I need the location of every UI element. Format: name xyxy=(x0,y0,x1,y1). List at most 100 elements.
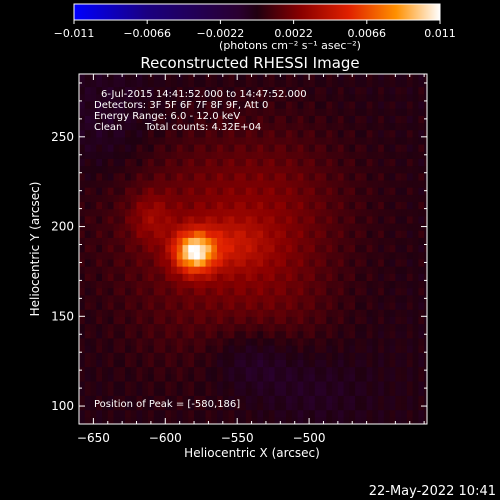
heatmap-cell xyxy=(90,201,97,210)
heatmap-cell xyxy=(389,194,396,203)
heatmap-cell xyxy=(332,187,339,195)
heatmap-cell xyxy=(401,294,408,303)
heatmap-cell xyxy=(297,301,304,310)
heatmap-cell xyxy=(280,301,287,310)
heatmap-cell xyxy=(424,273,427,282)
heatmap-cell xyxy=(217,416,224,424)
heatmap-cell xyxy=(355,395,362,404)
heatmap-cell xyxy=(360,388,368,396)
heatmap-cell xyxy=(320,215,327,224)
heatmap-cell xyxy=(268,273,276,282)
heatmap-cell xyxy=(268,122,276,131)
heatmap-cell xyxy=(165,366,172,375)
heatmap-cell xyxy=(148,251,155,260)
heatmap-cell xyxy=(297,222,304,231)
heatmap-cell xyxy=(222,266,230,274)
heatmap-cell xyxy=(418,158,425,167)
heatmap-cell xyxy=(406,345,414,353)
heatmap-cell xyxy=(257,380,264,389)
heatmap-cell xyxy=(240,330,247,339)
heatmap-cell xyxy=(222,380,230,389)
heatmap-cell xyxy=(372,251,379,260)
heatmap-cell xyxy=(337,345,345,353)
heatmap-cell xyxy=(228,380,235,389)
heatmap-cell xyxy=(349,352,356,360)
colorbar-tick-label: 0.0066 xyxy=(348,27,387,40)
heatmap-cell xyxy=(96,366,103,375)
heatmap-cell xyxy=(360,172,368,181)
heatmap-cell xyxy=(303,74,310,80)
annotation-peak: Position of Peak = [-580,186] xyxy=(94,399,240,410)
heatmap-cell xyxy=(79,201,86,210)
heatmap-cell xyxy=(159,416,166,424)
heatmap-cell xyxy=(395,352,402,360)
heatmap-cell xyxy=(251,172,258,181)
heatmap-cell xyxy=(182,251,189,260)
heatmap-cell xyxy=(424,237,427,246)
heatmap-cell xyxy=(113,337,120,346)
heatmap-cell xyxy=(355,366,362,375)
heatmap-cell xyxy=(372,108,379,116)
heatmap-cell xyxy=(401,366,408,375)
heatmap-cell xyxy=(366,416,373,424)
y-axis-label: Heliocentric Y (arcsec) xyxy=(28,182,42,317)
heatmap-cell xyxy=(355,201,362,210)
heatmap-cell xyxy=(188,115,195,124)
heatmap-cell xyxy=(228,108,235,116)
x-tick-label: −600 xyxy=(149,431,182,445)
heatmap-cell xyxy=(406,251,414,260)
heatmap-cell xyxy=(176,194,184,203)
heatmap-cell xyxy=(199,222,207,231)
heatmap-cell xyxy=(130,416,138,424)
heatmap-cell xyxy=(96,151,103,159)
heatmap-cell xyxy=(251,179,258,188)
heatmap-cell xyxy=(366,395,373,404)
heatmap-cell xyxy=(234,366,241,375)
heatmap-cell xyxy=(222,301,230,310)
heatmap-cell xyxy=(337,194,345,203)
heatmap-cell xyxy=(257,215,264,224)
heatmap-cells xyxy=(79,74,427,424)
heatmap-cell xyxy=(171,165,178,174)
heatmap-cell xyxy=(412,144,419,152)
heatmap-cell xyxy=(372,309,379,317)
heatmap-cell xyxy=(119,266,126,274)
heatmap-cell xyxy=(297,373,304,382)
heatmap-cell xyxy=(165,122,172,131)
heatmap-cell xyxy=(79,129,86,138)
heatmap-cell xyxy=(401,352,408,360)
heatmap-cell xyxy=(165,237,172,246)
heatmap-cell xyxy=(240,187,247,195)
heatmap-cell xyxy=(280,402,287,411)
heatmap-cell xyxy=(90,129,97,138)
heatmap-cell xyxy=(228,179,235,188)
heatmap-cell xyxy=(159,215,166,224)
heatmap-cell xyxy=(113,359,120,368)
heatmap-cell xyxy=(153,258,161,267)
heatmap-cell xyxy=(148,100,155,109)
heatmap-cell xyxy=(389,301,396,310)
heatmap-cell xyxy=(136,187,143,195)
heatmap-cell xyxy=(228,136,235,145)
heatmap-cell xyxy=(314,237,322,246)
heatmap-cell xyxy=(222,165,230,174)
heatmap-cell xyxy=(130,337,138,346)
heatmap-cell xyxy=(395,172,402,181)
heatmap-cell xyxy=(96,79,103,88)
heatmap-cell xyxy=(349,258,356,267)
heatmap-cell xyxy=(372,366,379,375)
heatmap-cell xyxy=(360,151,368,159)
heatmap-cell xyxy=(165,86,172,95)
heatmap-cell xyxy=(125,366,132,375)
heatmap-cell xyxy=(176,136,184,145)
heatmap-cell xyxy=(165,136,172,145)
heatmap-cell xyxy=(274,108,281,116)
heatmap-cell xyxy=(188,294,195,303)
heatmap-cell xyxy=(320,144,327,152)
heatmap-cell xyxy=(222,330,230,339)
heatmap-cell xyxy=(395,215,402,224)
heatmap-cell xyxy=(188,165,195,174)
heatmap-cell xyxy=(148,215,155,224)
heatmap-cell xyxy=(84,122,92,131)
heatmap-cell xyxy=(291,402,299,411)
